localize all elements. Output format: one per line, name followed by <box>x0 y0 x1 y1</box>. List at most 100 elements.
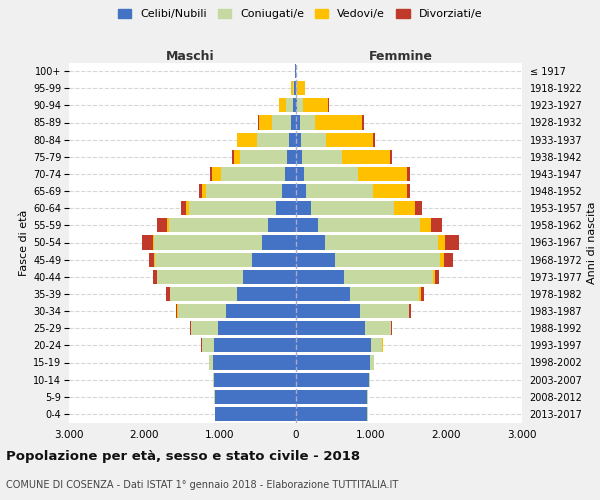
Bar <box>212 372 214 386</box>
Bar <box>433 270 435 284</box>
Bar <box>419 287 421 301</box>
Bar <box>296 167 304 181</box>
Bar <box>296 201 311 215</box>
Bar <box>293 81 295 95</box>
Bar <box>296 184 306 198</box>
Bar <box>282 184 296 198</box>
Bar <box>296 218 318 232</box>
Bar <box>315 116 362 130</box>
Bar <box>154 252 155 266</box>
Bar <box>296 150 302 164</box>
Bar <box>213 356 296 370</box>
Bar <box>232 150 233 164</box>
Bar <box>257 132 289 146</box>
Bar <box>152 270 157 284</box>
Bar <box>236 287 296 301</box>
Bar <box>241 150 287 164</box>
Bar <box>214 372 296 386</box>
Bar <box>215 407 296 421</box>
Bar <box>238 132 257 146</box>
Bar <box>286 98 293 112</box>
Bar <box>293 98 296 112</box>
Bar <box>350 287 419 301</box>
Bar <box>237 132 238 146</box>
Bar <box>199 184 202 198</box>
Bar <box>296 236 325 250</box>
Bar <box>344 270 433 284</box>
Legend: Celibi/Nubili, Coniugati/e, Vedovi/e, Divorziati/e: Celibi/Nubili, Coniugati/e, Vedovi/e, Di… <box>115 6 485 22</box>
Bar <box>370 356 374 370</box>
Bar <box>298 98 302 112</box>
Bar <box>153 236 154 250</box>
Bar <box>296 304 359 318</box>
Bar <box>202 338 214 352</box>
Bar <box>373 184 407 198</box>
Text: Maschi: Maschi <box>166 50 214 64</box>
Bar <box>369 372 370 386</box>
Bar <box>302 98 328 112</box>
Text: Femmine: Femmine <box>369 50 433 64</box>
Bar <box>291 116 296 130</box>
Bar <box>407 167 410 181</box>
Bar <box>296 390 367 404</box>
Bar <box>181 201 187 215</box>
Bar <box>242 270 296 284</box>
Bar <box>157 218 167 232</box>
Bar <box>272 116 291 130</box>
Bar <box>258 116 259 130</box>
Bar <box>415 201 422 215</box>
Bar <box>211 167 212 181</box>
Bar <box>438 236 445 250</box>
Bar <box>359 304 409 318</box>
Bar <box>296 372 369 386</box>
Bar <box>296 407 367 421</box>
Bar <box>226 304 296 318</box>
Bar <box>259 116 272 130</box>
Bar <box>365 321 391 335</box>
Bar <box>191 321 218 335</box>
Bar <box>326 132 373 146</box>
Bar <box>187 201 189 215</box>
Bar <box>409 304 411 318</box>
Bar <box>202 184 206 198</box>
Bar <box>279 98 286 112</box>
Bar <box>169 218 268 232</box>
Bar <box>142 236 153 250</box>
Bar <box>285 167 296 181</box>
Bar <box>373 132 375 146</box>
Bar <box>295 81 296 95</box>
Bar <box>445 236 459 250</box>
Bar <box>311 201 394 215</box>
Bar <box>296 132 301 146</box>
Text: COMUNE DI COSENZA - Dati ISTAT 1° gennaio 2018 - Elaborazione TUTTITALIA.IT: COMUNE DI COSENZA - Dati ISTAT 1° gennai… <box>6 480 398 490</box>
Bar <box>296 81 297 95</box>
Bar <box>306 184 373 198</box>
Bar <box>268 218 296 232</box>
Bar <box>176 304 178 318</box>
Bar <box>431 218 442 232</box>
Bar <box>435 270 439 284</box>
Bar <box>276 201 296 215</box>
Bar <box>296 116 300 130</box>
Bar <box>218 321 296 335</box>
Bar <box>296 287 350 301</box>
Bar <box>296 252 335 266</box>
Y-axis label: Anni di nascita: Anni di nascita <box>587 201 596 284</box>
Bar <box>252 252 296 266</box>
Bar <box>407 184 410 198</box>
Bar <box>296 98 298 112</box>
Bar <box>304 167 358 181</box>
Bar <box>289 132 296 146</box>
Bar <box>206 184 282 198</box>
Bar <box>341 150 390 164</box>
Bar <box>301 132 326 146</box>
Y-axis label: Fasce di età: Fasce di età <box>19 210 29 276</box>
Bar <box>189 201 276 215</box>
Bar <box>335 252 440 266</box>
Bar <box>297 81 305 95</box>
Bar <box>420 218 431 232</box>
Bar <box>262 236 296 250</box>
Bar <box>440 252 444 266</box>
Bar <box>302 150 341 164</box>
Bar <box>391 321 392 335</box>
